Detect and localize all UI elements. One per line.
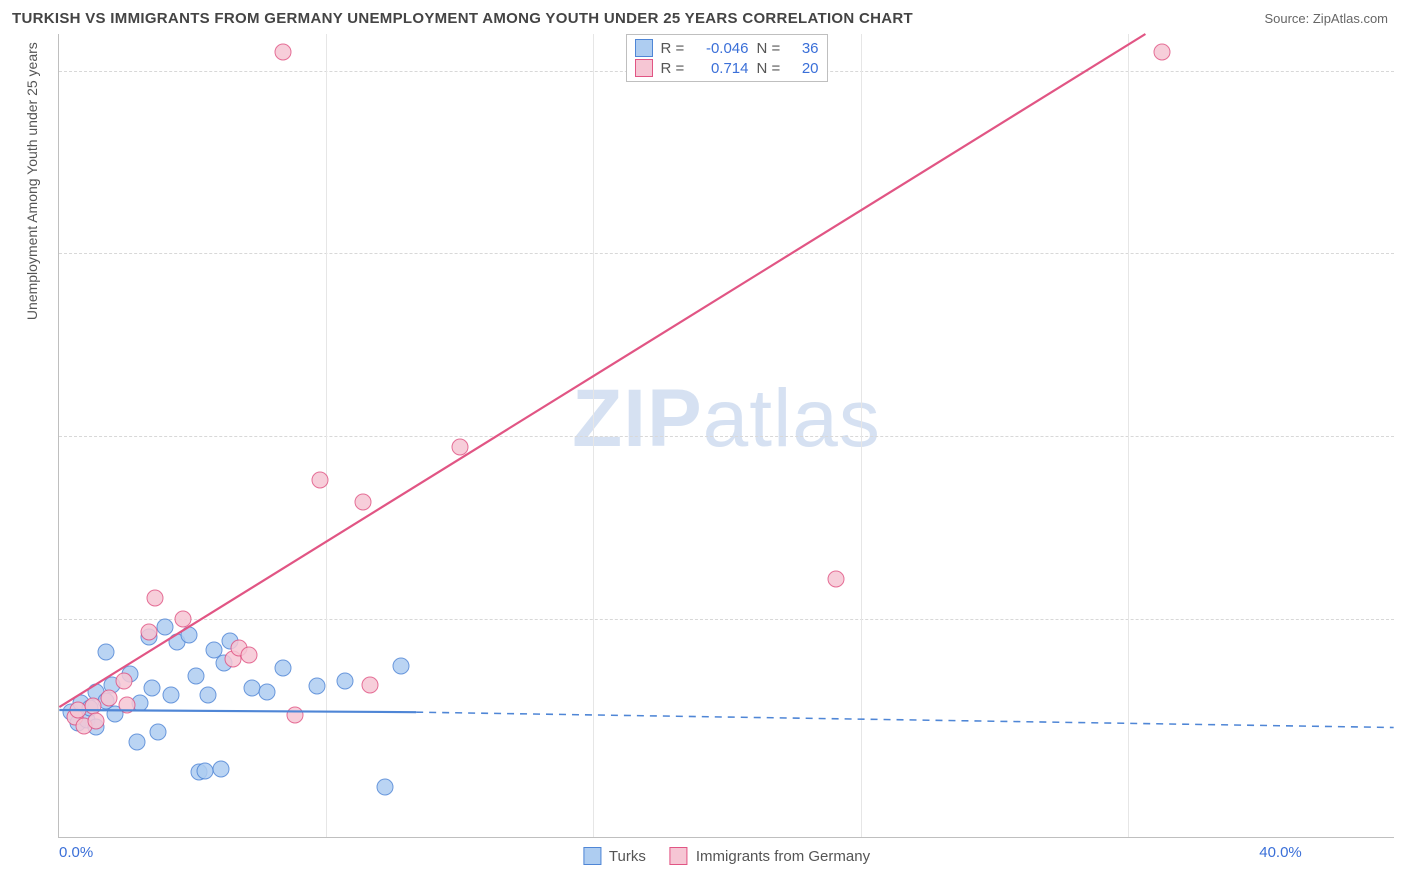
regression-dashed (416, 712, 1393, 727)
legend-swatch (635, 59, 653, 77)
legend-r-label: R = (661, 40, 689, 57)
y-axis-label: Unemployment Among Youth under 25 years (24, 42, 40, 320)
legend-row: R = 0.714 N = 20 (633, 58, 821, 78)
regression-solid (59, 710, 416, 712)
legend-r-value: 0.714 (697, 60, 749, 77)
legend-n-label: N = (757, 40, 785, 57)
legend-swatch (670, 847, 688, 865)
legend-row: R = -0.046 N = 36 (633, 38, 821, 58)
legend-n-value: 36 (793, 40, 819, 57)
regression-lines (59, 34, 1394, 837)
legend-r-label: R = (661, 60, 689, 77)
legend-n-label: N = (757, 60, 785, 77)
series-legend: Turks Immigrants from Germany (583, 847, 870, 865)
legend-swatch (583, 847, 601, 865)
x-tick-label: 0.0% (59, 844, 93, 861)
plot-area: ZIPatlas R =-0.046N =36R =0.714N =20 Tur… (58, 34, 1394, 838)
chart-title: TURKISH VS IMMIGRANTS FROM GERMANY UNEMP… (12, 10, 913, 27)
chart-container: Unemployment Among Youth under 25 years … (38, 34, 1398, 884)
legend-r-value: -0.046 (697, 40, 749, 57)
legend-label: Turks (609, 848, 646, 865)
legend-item: Immigrants from Germany (670, 847, 870, 865)
x-tick-label: 40.0% (1259, 844, 1302, 861)
regression-solid (59, 34, 1145, 707)
legend-item: Turks (583, 847, 646, 865)
correlation-legend: R = -0.046 N = 36 R = 0.714 N = 20 (626, 34, 828, 82)
y-tick-label: 100.0% (1400, 62, 1406, 79)
y-tick-label: 75.0% (1400, 245, 1406, 262)
legend-label: Immigrants from Germany (696, 848, 870, 865)
source-label: Source: ZipAtlas.com (1264, 11, 1388, 26)
legend-swatch (635, 39, 653, 57)
legend-n-value: 20 (793, 60, 819, 77)
y-tick-label: 50.0% (1400, 428, 1406, 445)
y-tick-label: 25.0% (1400, 610, 1406, 627)
